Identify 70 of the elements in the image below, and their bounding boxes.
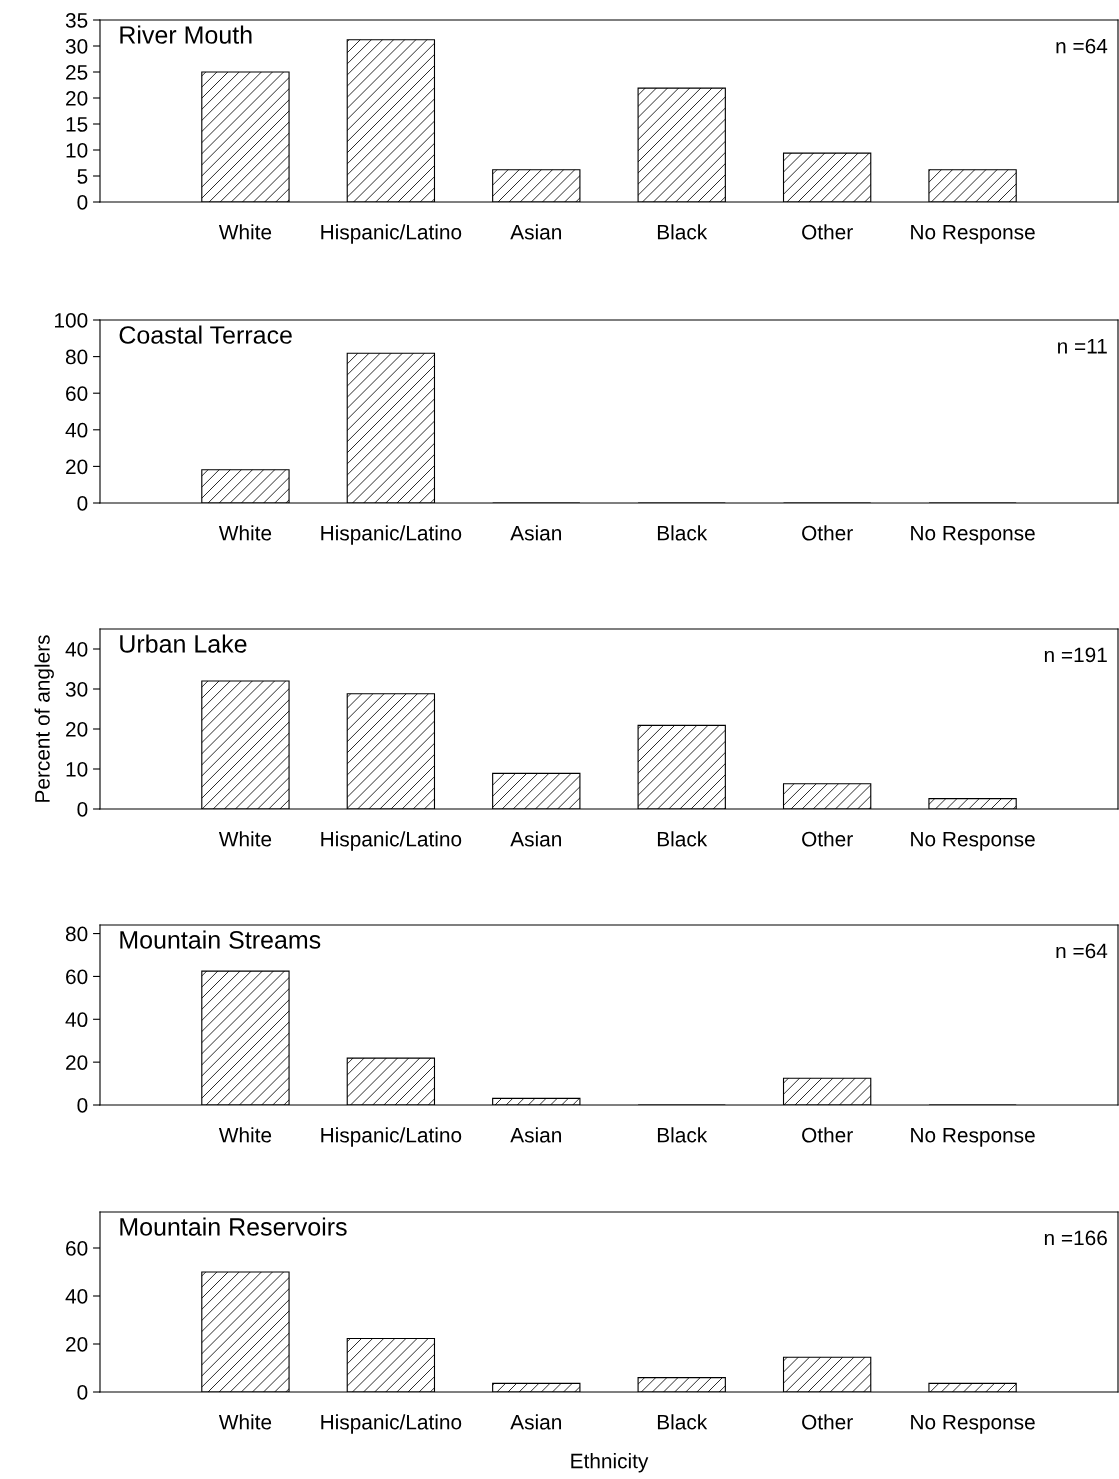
x-tick-label: No Response [911, 224, 1035, 244]
x-tick-label: Other [802, 1414, 853, 1430]
y-tick-label: 60 [66, 1241, 88, 1256]
annotation: n =166 [1044, 1230, 1107, 1246]
x-tick-label: White [218, 1414, 272, 1430]
chart-title: Urban Lake [120, 634, 247, 653]
chart-title: Mountain Reservoirs [120, 1217, 347, 1236]
x-tick-label: Other [802, 224, 853, 240]
x-tick-label: Black [657, 525, 708, 541]
annotation: n =11 [1058, 339, 1107, 354]
y-tick-label: 0 [77, 1385, 88, 1400]
x-tick-label: Other [802, 525, 853, 541]
x-tick-label: White [218, 224, 272, 240]
y-tick-label: 40 [65, 1012, 88, 1028]
y-tick-label: 10 [66, 762, 88, 777]
x-tick-label: Hispanic/Latino [321, 831, 462, 851]
x-tick-label: No Response [911, 831, 1035, 851]
x-tick-label: Hispanic/Latino [321, 1127, 462, 1147]
y-tick-label: 20 [66, 722, 88, 737]
y-tick-label: 0 [77, 195, 88, 210]
y-tick-label: 15 [66, 117, 88, 132]
y-tick-label: 40 [65, 642, 88, 657]
y-tick-label: 80 [65, 926, 88, 942]
y-tick-label: 80 [65, 349, 88, 365]
x-tick-label: White [218, 1127, 272, 1143]
x-axis-title: Ethnicity [571, 1453, 649, 1473]
y-tick-label: 10 [66, 143, 88, 158]
x-tick-label: Hispanic/Latino [321, 224, 462, 244]
x-tick-label: Black [657, 224, 708, 240]
chart-title: Mountain Streams [120, 930, 321, 949]
x-tick-label: Black [657, 1414, 708, 1430]
y-axis-title: Percent of anglers [34, 635, 54, 802]
y-tick-label: 20 [66, 1337, 88, 1352]
x-tick-label: White [218, 831, 272, 847]
x-tick-label: Black [657, 831, 708, 847]
y-tick-label: 20 [66, 91, 88, 106]
annotation: n =191 [1044, 647, 1107, 663]
chart-title: Coastal Terrace [119, 325, 292, 344]
y-tick-label: 35 [65, 13, 88, 28]
x-tick-label: Asian [510, 525, 561, 541]
y-tick-label: 30 [65, 682, 88, 697]
chart-title: River Mouth [120, 25, 252, 44]
x-tick-label: White [218, 525, 272, 541]
y-tick-label: 25 [66, 65, 88, 80]
y-tick-label: 100 [55, 313, 88, 328]
y-tick-label: 20 [66, 459, 88, 475]
y-tick-label: 60 [66, 969, 88, 985]
y-tick-label: 30 [65, 39, 88, 54]
x-tick-label: Asian [510, 1414, 561, 1430]
x-tick-label: No Response [911, 525, 1035, 545]
x-tick-label: Other [802, 831, 853, 847]
y-tick-label: 20 [66, 1055, 88, 1070]
x-tick-label: Asian [510, 831, 561, 847]
y-tick-label: 40 [65, 422, 88, 438]
y-tick-label: 0 [77, 496, 88, 511]
x-tick-label: Hispanic/Latino [321, 1414, 462, 1434]
x-tick-label: No Response [911, 1414, 1035, 1434]
annotation: n =64 [1056, 943, 1108, 959]
y-tick-label: 60 [66, 386, 88, 401]
y-tick-label: 5 [77, 169, 88, 184]
annotation: n =64 [1056, 38, 1108, 54]
y-tick-label: 40 [65, 1289, 88, 1304]
x-tick-label: Hispanic/Latino [321, 525, 462, 545]
y-tick-label: 0 [77, 1098, 88, 1113]
x-tick-label: Black [657, 1127, 708, 1143]
x-tick-label: Asian [510, 1127, 561, 1143]
x-tick-label: Asian [510, 224, 561, 240]
y-tick-label: 0 [77, 802, 88, 817]
x-tick-label: Other [802, 1127, 853, 1143]
x-tick-label: No Response [911, 1127, 1035, 1147]
